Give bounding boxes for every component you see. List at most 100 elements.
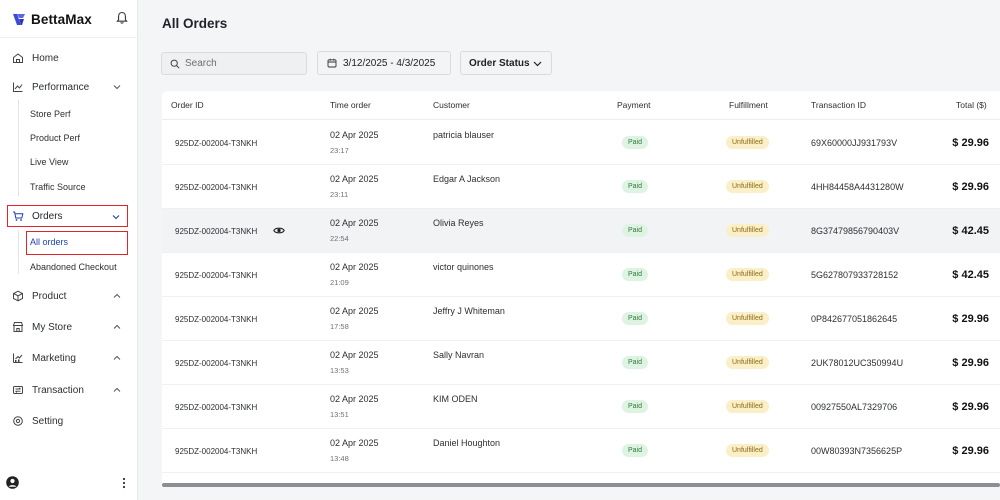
chevron-up-icon[interactable] xyxy=(112,291,122,301)
cart-icon xyxy=(13,211,24,221)
chevron-down-icon[interactable] xyxy=(111,212,121,222)
transaction-id: 69X60000JJ931793V xyxy=(811,138,898,148)
chevron-up-icon[interactable] xyxy=(112,322,122,332)
sidebar-item-product[interactable]: Product xyxy=(10,285,128,307)
sidebar-item-label: Product xyxy=(32,290,67,302)
bell-icon[interactable] xyxy=(115,11,129,25)
customer-name: Olivia Reyes xyxy=(433,218,484,228)
order-id[interactable]: 925DZ-002004-T3NKH xyxy=(175,315,258,324)
more-options-icon[interactable] xyxy=(121,477,127,489)
submenu-guide-line xyxy=(18,100,19,196)
column-header-order-id[interactable]: Order ID xyxy=(171,100,204,110)
order-time: 13:53 xyxy=(330,366,349,375)
eye-icon[interactable] xyxy=(273,226,285,235)
chevron-up-icon[interactable] xyxy=(112,385,122,395)
transaction-id: 4HH84458A4431280W xyxy=(811,182,904,192)
order-id[interactable]: 925DZ-002004-T3NKH xyxy=(175,139,258,148)
sidebar-item-label: Marketing xyxy=(32,352,76,364)
order-time: 17:58 xyxy=(330,322,349,331)
fulfillment-status-badge: Unfulfilled xyxy=(726,356,769,369)
date-range-value: 3/12/2025 - 4/3/2025 xyxy=(343,57,436,69)
brand[interactable]: BettaMax xyxy=(12,10,92,28)
fulfillment-status-badge: Unfulfilled xyxy=(726,444,769,457)
order-id[interactable]: 925DZ-002004-T3NKH xyxy=(175,359,258,368)
horizontal-scrollbar[interactable] xyxy=(162,483,1000,487)
table-row[interactable]: 925DZ-002004-T3NKH 02 Apr 2025 13:48 Dan… xyxy=(162,429,1000,473)
sidebar-subitem-abandoned-checkout[interactable]: Abandoned Checkout xyxy=(30,262,117,272)
order-status-dropdown[interactable]: Order Status xyxy=(460,51,552,75)
table-row[interactable]: 925DZ-002004-T3NKH 02 Apr 2025 23:11 Edg… xyxy=(162,165,1000,209)
order-id[interactable]: 925DZ-002004-T3NKH xyxy=(175,403,258,412)
order-date: 02 Apr 2025 xyxy=(330,394,379,404)
order-time: 23:17 xyxy=(330,146,349,155)
payment-status-badge: Paid xyxy=(622,180,649,193)
submenu-guide-line xyxy=(18,230,19,274)
sidebar-item-label: Setting xyxy=(32,415,64,427)
table-row[interactable]: 925DZ-002004-T3NKH 02 Apr 2025 13:53 Sal… xyxy=(162,341,1000,385)
order-total: $ 29.96 xyxy=(952,137,989,149)
order-total: $ 42.45 xyxy=(952,269,989,281)
transaction-id: 8G37479856790403V xyxy=(811,226,900,236)
table-row[interactable]: 925DZ-002004-T3NKH 02 Apr 2025 23:17 pat… xyxy=(162,121,1000,165)
order-date: 02 Apr 2025 xyxy=(330,350,379,360)
order-time: 21:09 xyxy=(330,278,349,287)
column-header-total[interactable]: Total ($) xyxy=(956,100,987,110)
table-row[interactable]: 925DZ-002004-T3NKH 02 Apr 2025 13:51 KIM… xyxy=(162,385,1000,429)
sidebar-item-marketing[interactable]: Marketing xyxy=(10,347,128,369)
sidebar-item-transaction[interactable]: Transaction xyxy=(10,379,128,401)
sidebar-item-label: Transaction xyxy=(32,384,84,396)
sidebar-item-label: Orders xyxy=(32,210,63,222)
order-total: $ 29.96 xyxy=(952,445,989,457)
transaction-id: 0P842677051862645 xyxy=(811,314,898,324)
sidebar-subitem-all-orders[interactable]: All orders xyxy=(26,231,128,255)
sidebar-subitem-product-perf[interactable]: Product Perf xyxy=(30,133,81,143)
chevron-down-icon[interactable] xyxy=(112,82,122,92)
table-row[interactable]: 925DZ-002004-T3NKH 02 Apr 2025 21:09 vic… xyxy=(162,253,1000,297)
sidebar-item-setting[interactable]: Setting xyxy=(10,410,128,432)
column-header-customer[interactable]: Customer xyxy=(433,100,470,110)
payment-status-badge: Paid xyxy=(622,312,649,325)
order-date: 02 Apr 2025 xyxy=(330,174,379,184)
table-row[interactable]: 925DZ-002004-T3NKH 02 Apr 2025 17:58 Jef… xyxy=(162,297,1000,341)
column-header-payment[interactable]: Payment xyxy=(617,100,651,110)
chevron-up-icon[interactable] xyxy=(112,353,122,363)
column-header-fulfillment[interactable]: Fulfillment xyxy=(729,100,768,110)
fulfillment-status-badge: Unfulfilled xyxy=(726,312,769,325)
chevron-down-icon xyxy=(533,61,542,67)
table-row[interactable]: 925DZ-002004-T3NKH 02 Apr 2025 22:54 Oli… xyxy=(162,209,1000,253)
transaction-id: 00927550AL7329706 xyxy=(811,402,898,412)
sidebar-item-orders[interactable]: Orders xyxy=(7,205,128,227)
sidebar-subitem-live-view[interactable]: Live View xyxy=(30,157,69,167)
home-icon xyxy=(13,53,23,63)
order-date: 02 Apr 2025 xyxy=(330,438,379,448)
calendar-icon xyxy=(327,58,337,68)
fulfillment-status-badge: Unfulfilled xyxy=(726,180,769,193)
chart-icon xyxy=(13,82,23,92)
search-input[interactable] xyxy=(185,58,295,69)
fulfillment-status-badge: Unfulfilled xyxy=(726,136,769,149)
order-total: $ 29.96 xyxy=(952,357,989,369)
order-id[interactable]: 925DZ-002004-T3NKH xyxy=(175,271,258,280)
sidebar-item-my-store[interactable]: My Store xyxy=(10,316,128,338)
fulfillment-status-badge: Unfulfilled xyxy=(726,268,769,281)
user-avatar-icon[interactable] xyxy=(6,476,19,489)
column-header-transaction-id[interactable]: Transaction ID xyxy=(811,100,866,110)
payment-status-badge: Paid xyxy=(622,224,649,237)
transaction-id: 00W80393N7356625P xyxy=(811,446,903,456)
customer-name: Daniel Houghton xyxy=(433,438,501,448)
sidebar-subitem-store-perf[interactable]: Store Perf xyxy=(30,109,71,119)
customer-name: Jeffry J Whiteman xyxy=(433,306,505,316)
date-range-picker[interactable]: 3/12/2025 - 4/3/2025 xyxy=(317,51,451,75)
payment-status-badge: Paid xyxy=(622,356,649,369)
search-box[interactable] xyxy=(161,52,307,75)
sidebar-item-performance[interactable]: Performance xyxy=(10,76,128,98)
order-date: 02 Apr 2025 xyxy=(330,262,379,272)
order-id[interactable]: 925DZ-002004-T3NKH xyxy=(175,227,258,236)
sidebar-item-home[interactable]: Home xyxy=(10,47,128,69)
order-id[interactable]: 925DZ-002004-T3NKH xyxy=(175,447,258,456)
sidebar: BettaMax Home Performance Store Perf Pro… xyxy=(0,0,138,500)
column-header-time-order[interactable]: Time order xyxy=(330,100,371,110)
order-id[interactable]: 925DZ-002004-T3NKH xyxy=(175,183,258,192)
order-time: 13:48 xyxy=(330,454,349,463)
sidebar-subitem-traffic-source[interactable]: Traffic Source xyxy=(30,182,86,192)
